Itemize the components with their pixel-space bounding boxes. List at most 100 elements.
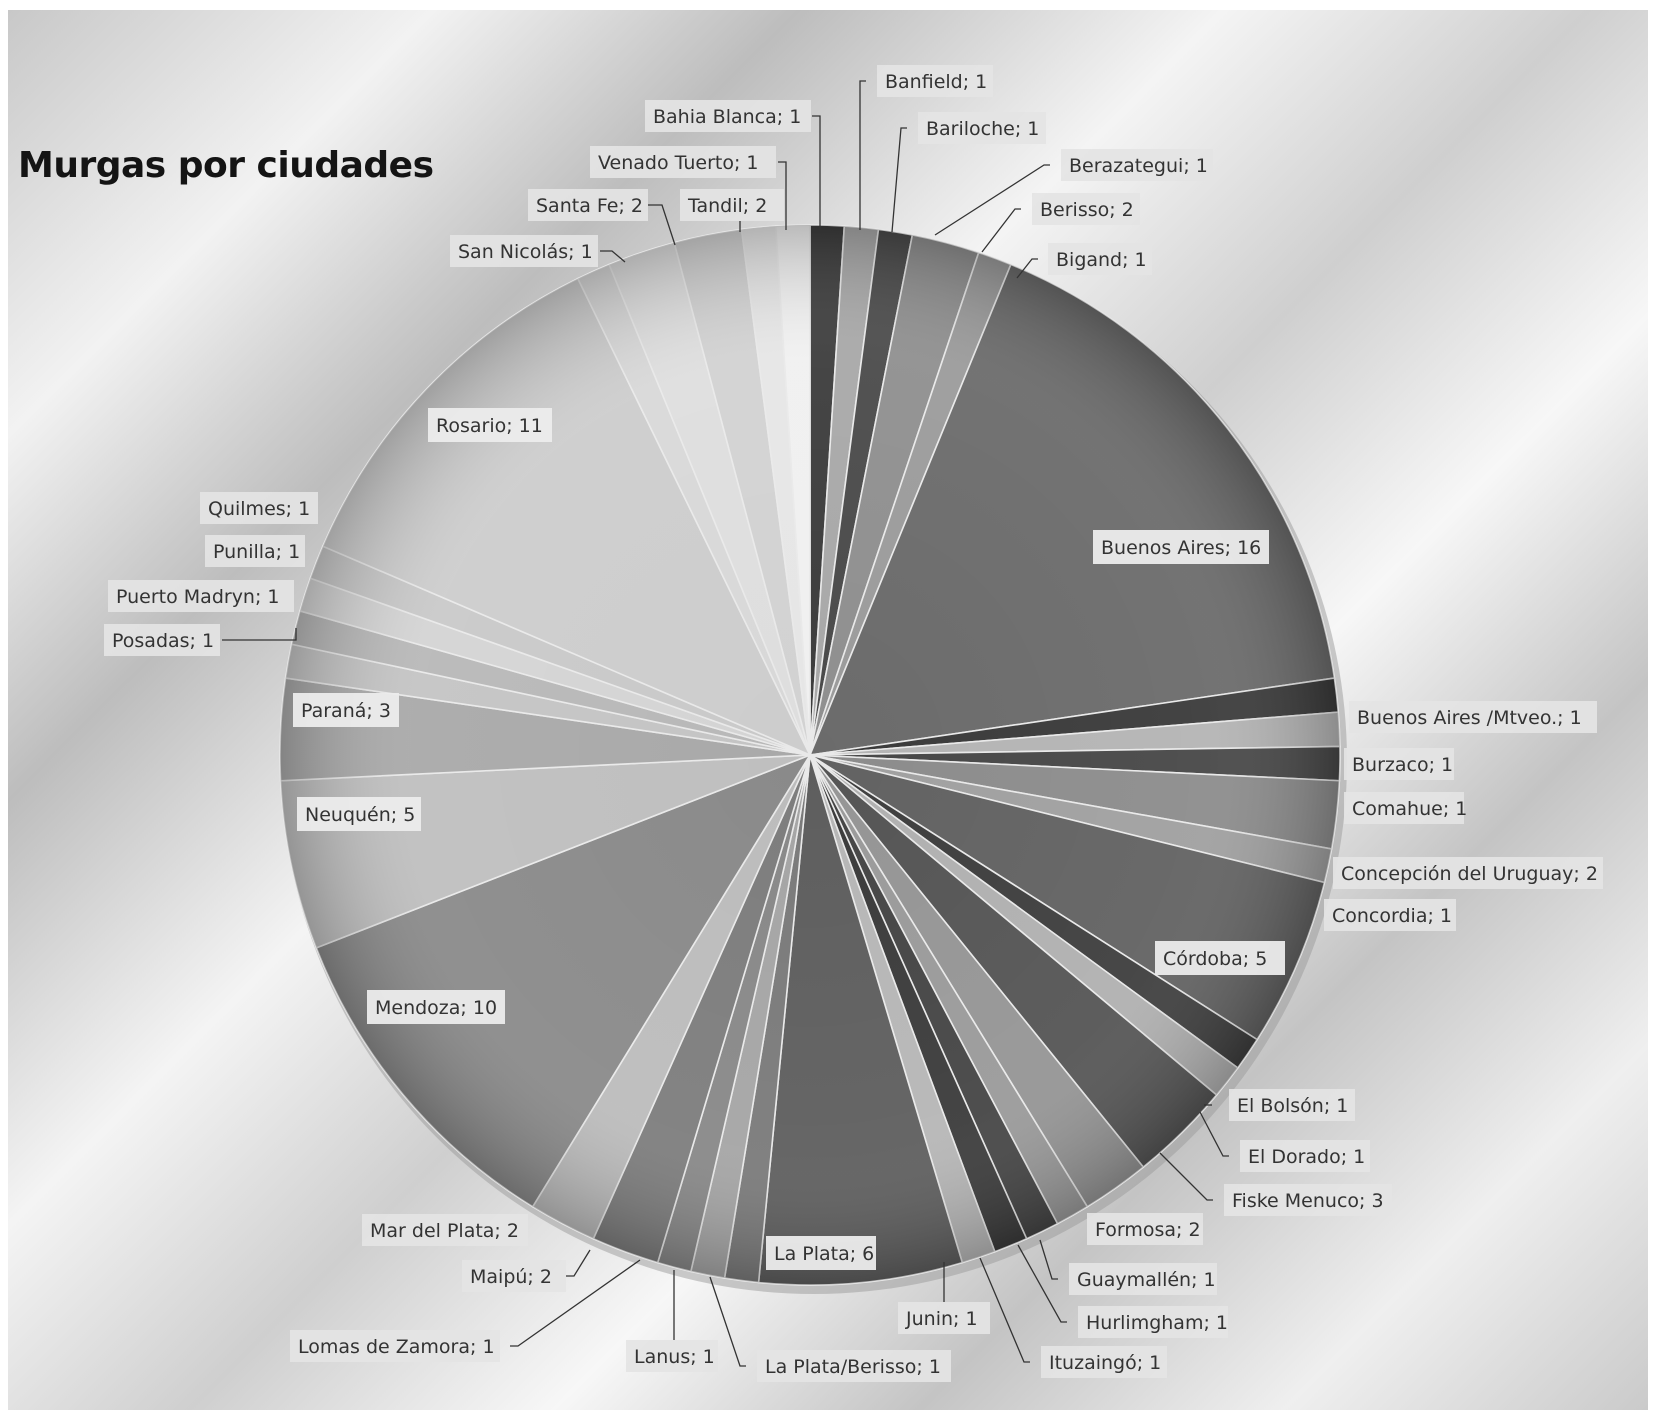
data-label-box <box>757 1350 951 1382</box>
data-label-box <box>1229 1089 1355 1121</box>
data-label-posadas: Posadas; 1 <box>104 624 220 656</box>
data-label-text: El Dorado; 1 <box>1248 1146 1365 1168</box>
data-label-text: La Plata/Berisso; 1 <box>765 1356 941 1378</box>
data-label-la-plata: La Plata; 6 <box>766 1236 876 1270</box>
data-label-la-plata-berisso: La Plata/Berisso; 1 <box>757 1350 951 1382</box>
data-label-bariloche: Bariloche; 1 <box>918 112 1046 144</box>
data-label-text: Comahue; 1 <box>1352 798 1467 820</box>
data-label-text: Ituzaingó; 1 <box>1049 1352 1161 1374</box>
data-label-text: Bigand; 1 <box>1056 249 1147 271</box>
data-label-box <box>898 1302 990 1334</box>
data-label-box <box>1093 530 1269 564</box>
data-label-text: Bahia Blanca; 1 <box>653 106 801 128</box>
leader-line-bahia-blanca <box>812 115 821 230</box>
data-label-text: Concordia; 1 <box>1332 905 1452 927</box>
pie-sheen <box>280 225 1340 1285</box>
data-label-box <box>462 1260 566 1292</box>
data-label-text: Bariloche; 1 <box>926 118 1039 140</box>
data-label-text: Formosa; 2 <box>1095 1219 1201 1241</box>
data-label-box <box>297 797 421 831</box>
data-label-text: Concepción del Uruguay; 2 <box>1341 863 1598 885</box>
leader-line-santa-fe <box>648 204 676 246</box>
data-label-text: Guaymallén; 1 <box>1077 1269 1216 1291</box>
data-label-text: San Nicolás; 1 <box>458 241 593 263</box>
data-label-box <box>293 693 399 727</box>
data-label-box <box>1324 899 1456 931</box>
data-label-text: Neuquén; 5 <box>305 804 415 826</box>
data-label-box <box>528 189 648 221</box>
data-label-box <box>1349 701 1597 733</box>
data-label-box <box>362 1214 528 1246</box>
data-label-box <box>1155 941 1285 975</box>
data-label-text: Rosario; 11 <box>436 415 543 437</box>
data-label-banfield: Banfield; 1 <box>877 65 993 97</box>
data-label-text: Berisso; 2 <box>1040 199 1134 221</box>
data-label-box <box>1344 748 1454 780</box>
data-label-text: Fiske Menuco; 3 <box>1232 1190 1384 1212</box>
data-label-box <box>626 1340 718 1372</box>
data-label-maipu: Maipú; 2 <box>462 1260 566 1292</box>
data-label-box <box>205 535 305 567</box>
data-label-text: Paraná; 3 <box>301 700 391 722</box>
data-label-box <box>1032 193 1140 225</box>
data-label-box <box>590 146 776 178</box>
data-label-quilmes: Quilmes; 1 <box>200 492 318 524</box>
data-label-santa-fe: Santa Fe; 2 <box>528 189 648 221</box>
data-label-bahia-blanca: Bahia Blanca; 1 <box>645 100 811 132</box>
data-label-text: Lanus; 1 <box>634 1346 715 1368</box>
chart-title: Murgas por ciudades <box>18 145 434 186</box>
data-label-parana: Paraná; 3 <box>293 693 399 727</box>
data-label-box <box>200 492 318 524</box>
leader-line-maipu <box>566 1249 591 1277</box>
data-label-box <box>1333 857 1603 889</box>
leader-line-fiske-menuco <box>1159 1152 1213 1201</box>
data-label-hurlimgham: Hurlimgham; 1 <box>1078 1306 1228 1338</box>
leader-line-ituzaingo <box>979 1257 1030 1363</box>
data-label-box <box>1224 1184 1392 1216</box>
data-label-text: Quilmes; 1 <box>208 498 310 520</box>
data-label-el-dorado: El Dorado; 1 <box>1240 1140 1370 1172</box>
labels-layer: Banfield; 1 Bariloche; 1 Berazategui; 1 Ber… <box>104 65 1603 1382</box>
data-label-fiske-menuco: Fiske Menuco; 3 <box>1224 1184 1392 1216</box>
data-label-el-bolson: El Bolsón; 1 <box>1229 1089 1355 1121</box>
data-label-concepcion-del-uruguay: Concepción del Uruguay; 2 <box>1333 857 1603 889</box>
data-label-buenos-aires-mtveo: Buenos Aires /Mtveo.; 1 <box>1349 701 1597 733</box>
leader-line-berisso <box>981 208 1021 253</box>
leader-line-bariloche <box>891 127 907 233</box>
data-label-text: Maipú; 2 <box>470 1266 552 1288</box>
data-label-text: Banfield; 1 <box>885 71 987 93</box>
data-label-box <box>367 990 505 1024</box>
data-label-berazategui: Berazategui; 1 <box>1061 149 1213 181</box>
data-label-text: Buenos Aires /Mtveo.; 1 <box>1357 707 1582 729</box>
data-label-lanus: Lanus; 1 <box>626 1340 718 1372</box>
data-label-text: Berazategui; 1 <box>1069 155 1208 177</box>
data-label-box <box>1344 792 1464 824</box>
data-label-box <box>766 1236 876 1270</box>
data-label-lomas-de-zamora: Lomas de Zamora; 1 <box>290 1330 500 1362</box>
data-label-burzaco: Burzaco; 1 <box>1344 748 1454 780</box>
leader-line-posadas <box>222 628 297 641</box>
leader-line-san-nicolas <box>600 250 626 263</box>
data-label-text: Venado Tuerto; 1 <box>598 152 759 174</box>
data-label-box <box>290 1330 500 1362</box>
data-label-mar-del-plata: Mar del Plata; 2 <box>362 1214 528 1246</box>
leader-line-guaymallen <box>1039 1239 1058 1280</box>
data-label-comahue: Comahue; 1 <box>1344 792 1467 824</box>
data-label-text: Tandil; 2 <box>687 195 767 217</box>
data-label-box <box>1078 1306 1228 1338</box>
data-label-box <box>1069 1263 1217 1295</box>
data-label-text: Mar del Plata; 2 <box>370 1220 519 1242</box>
data-label-mendoza: Mendoza; 10 <box>367 990 505 1024</box>
data-label-box <box>1041 1346 1167 1378</box>
data-label-box <box>1061 149 1213 181</box>
data-label-text: Posadas; 1 <box>112 630 214 652</box>
data-label-puerto-madryn: Puerto Madryn; 1 <box>108 580 294 612</box>
data-label-guaymallen: Guaymallén; 1 <box>1069 1263 1217 1295</box>
data-label-junin: Junin; 1 <box>898 1302 990 1334</box>
data-label-text: La Plata; 6 <box>774 1243 874 1265</box>
leader-line-hurlimgham <box>1017 1244 1067 1323</box>
data-label-text: Puerto Madryn; 1 <box>116 586 280 608</box>
data-label-box <box>104 624 220 656</box>
data-label-ituzaingo: Ituzaingó; 1 <box>1041 1346 1167 1378</box>
